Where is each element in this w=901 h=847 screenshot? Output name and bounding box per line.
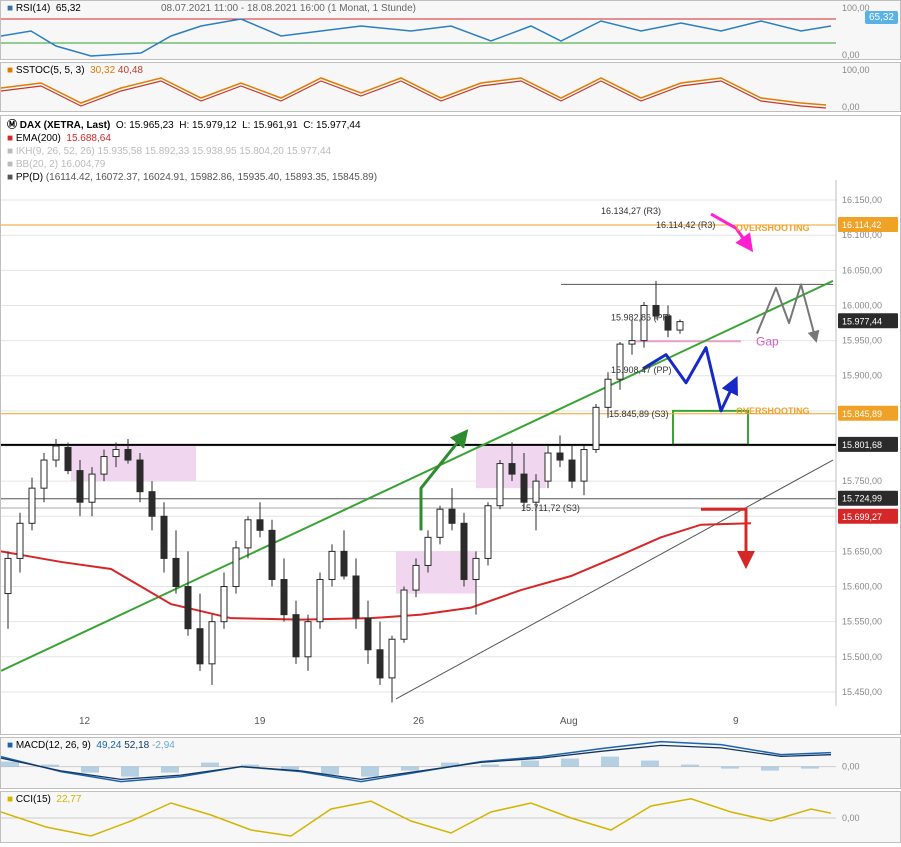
svg-text:12: 12: [79, 716, 91, 727]
svg-text:0,00: 0,00: [842, 813, 860, 823]
svg-text:16.114,42 (R3): 16.114,42 (R3): [656, 220, 715, 230]
svg-text:15.724,99: 15.724,99: [842, 494, 882, 504]
svg-text:9: 9: [733, 716, 739, 727]
svg-text:26: 26: [413, 716, 425, 727]
ikh-label: ■ IKH(9, 26, 52, 26) 15.935,58 15.892,33…: [7, 145, 377, 158]
rsi-value-badge: 65,32: [865, 11, 898, 24]
instrument-title: Ⓜ DAX (XETRA, Last) O: 15.965,23 H: 15.9…: [7, 119, 377, 132]
svg-text:16.150,00: 16.150,00: [842, 195, 882, 205]
cci-label: ■ CCI(15) 22,77: [7, 794, 81, 805]
sstoc-label: ■ SSTOC(5, 5, 3) 30,32 40,48: [7, 65, 143, 76]
cci-panel: 0,00 ■ CCI(15) 22,77: [0, 791, 901, 843]
svg-text:15.550,00: 15.550,00: [842, 617, 882, 627]
svg-text:0,00: 0,00: [842, 50, 860, 60]
price-panel: 16.150,0016.100,0016.050,0016.000,0015.9…: [0, 115, 901, 735]
svg-text:16.134,27 (R3): 16.134,27 (R3): [601, 206, 661, 216]
svg-text:15.750,00: 15.750,00: [842, 476, 882, 486]
svg-text:15.699,27: 15.699,27: [842, 512, 882, 522]
rsi-panel: 100,000,00■ RSI(14) 65,3208.07.2021 11:0…: [0, 0, 901, 60]
svg-text:0,00: 0,00: [842, 762, 860, 772]
svg-text:0,00: 0,00: [842, 102, 860, 112]
svg-text:15.982,86 (PP): 15.982,86 (PP): [611, 313, 672, 323]
svg-text:OVERSHOOTING: OVERSHOOTING: [736, 406, 810, 416]
svg-text:15.950,00: 15.950,00: [842, 336, 882, 346]
svg-text:15.500,00: 15.500,00: [842, 652, 882, 662]
pp-label: ■ PP(D) (16114.42, 16072.37, 16024.91, 1…: [7, 171, 377, 184]
rsi-label: ■ RSI(14) 65,32: [7, 3, 81, 14]
svg-text:16.050,00: 16.050,00: [842, 265, 882, 275]
svg-text:19: 19: [254, 716, 266, 727]
svg-text:100,00: 100,00: [842, 65, 870, 75]
macd-label: ■ MACD(12, 26, 9) 49,24 52,18 -2,94: [7, 740, 175, 751]
svg-text:15.711,72 (S3): 15.711,72 (S3): [521, 503, 580, 513]
svg-text:15.450,00: 15.450,00: [842, 687, 882, 697]
svg-text:15.600,00: 15.600,00: [842, 582, 882, 592]
svg-text:15.650,00: 15.650,00: [842, 546, 882, 556]
svg-text:Gap: Gap: [756, 335, 779, 349]
svg-text:15.900,00: 15.900,00: [842, 371, 882, 381]
svg-text:Aug: Aug: [560, 716, 578, 727]
svg-text:15.845,89: 15.845,89: [842, 409, 882, 419]
svg-text:16.114,42: 16.114,42: [842, 220, 881, 230]
bb-label: ■ BB(20, 2) 16.004,79: [7, 158, 377, 171]
svg-text:15.977,44: 15.977,44: [842, 316, 882, 326]
svg-text:15.801,68: 15.801,68: [842, 440, 882, 450]
sstoc-panel: 100,00 0,00 ■ SSTOC(5, 5, 3) 30,32 40,48: [0, 62, 901, 112]
main-header: Ⓜ DAX (XETRA, Last) O: 15.965,23 H: 15.9…: [7, 119, 377, 184]
date-range: 08.07.2021 11:00 - 18.08.2021 16:00 (1 M…: [161, 3, 416, 14]
svg-text:OVERSHOOTING: OVERSHOOTING: [736, 223, 810, 233]
svg-text:15.908,47 (PP): 15.908,47 (PP): [611, 365, 672, 375]
svg-text:16.000,00: 16.000,00: [842, 300, 882, 310]
macd-panel: 0,00 ■ MACD(12, 26, 9) 49,24 52,18 -2,94: [0, 737, 901, 789]
ema-label: ■ EMA(200) 15.688,64: [7, 132, 377, 145]
svg-text:15.845,89 (S3): 15.845,89 (S3): [609, 409, 669, 419]
